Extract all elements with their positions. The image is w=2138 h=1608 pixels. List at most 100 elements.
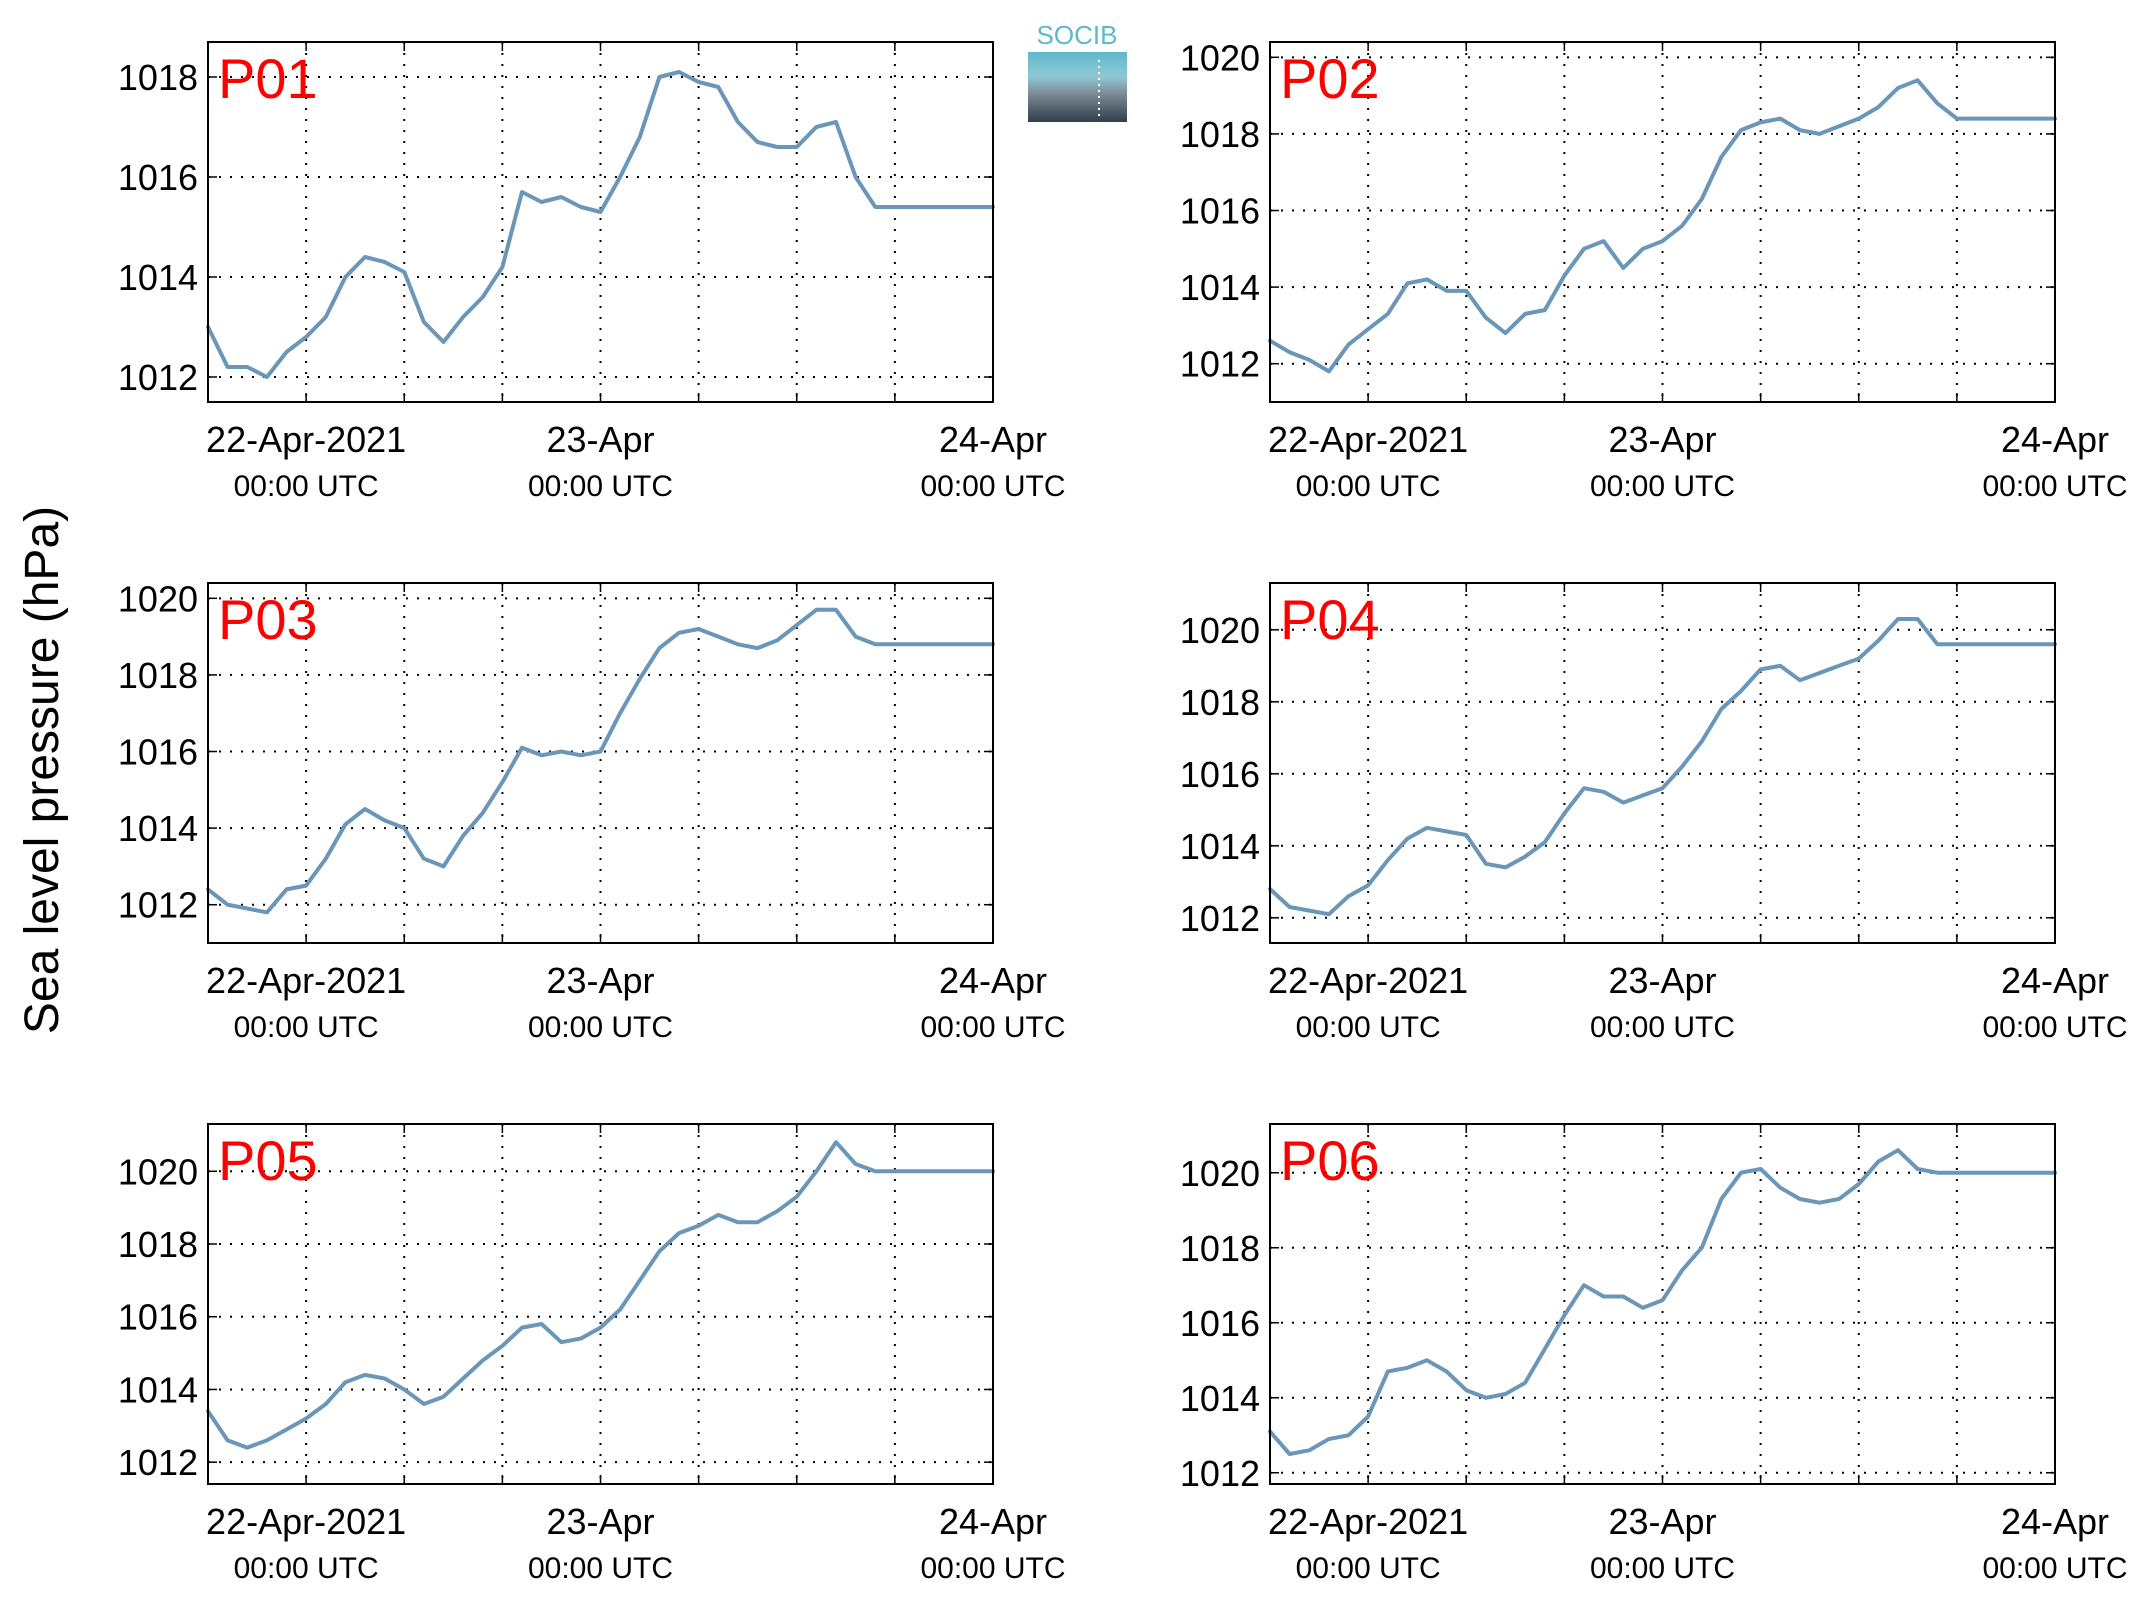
plot-frame [207, 582, 994, 944]
y-tick-label: 1020 [1180, 610, 1260, 651]
plot-area [208, 42, 993, 402]
plot-frame [207, 1123, 994, 1485]
series-line [1268, 78, 2057, 374]
y-tick-label: 1016 [1180, 1303, 1260, 1344]
x-tick-label-date: 22-Apr-2021 [1268, 419, 1468, 460]
y-tick-label: 1014 [1180, 1378, 1260, 1419]
x-tick-label-date: 24-Apr [939, 419, 1047, 460]
series-line [206, 1140, 995, 1450]
y-tick-label: 1018 [1180, 114, 1260, 155]
plot-area [208, 583, 993, 943]
x-tick-label-date: 22-Apr-2021 [1268, 1501, 1468, 1542]
panel-p02: 1012 1014 1016 1018 1020 P02 22-Apr-2021 00:00 … [1180, 37, 2128, 503]
y-tick-label: 1016 [118, 732, 198, 773]
x-tick-label-date: 22-Apr-2021 [1268, 960, 1468, 1001]
y-tick-label: 1016 [1180, 754, 1260, 795]
x-tick-label-time: 00:00 UTC [1982, 470, 2127, 503]
logo-text: SOCIB [1037, 20, 1118, 50]
x-tick-label-date: 24-Apr [939, 1501, 1047, 1542]
grid [1270, 42, 2055, 402]
y-tick-label: 1012 [118, 885, 198, 926]
x-tick-label-time: 00:00 UTC [234, 470, 379, 503]
y-tick-label: 1012 [1180, 344, 1260, 385]
y-tick-label: 1020 [118, 578, 198, 619]
x-tick-label-time: 00:00 UTC [528, 1011, 673, 1044]
plot-frame [207, 41, 994, 403]
y-tick-label: 1016 [1180, 191, 1260, 232]
y-tick-label: 1018 [118, 655, 198, 696]
x-tick-label-date: 23-Apr [546, 960, 654, 1001]
x-tick-label-time: 00:00 UTC [1982, 1011, 2127, 1044]
x-tick-label-time: 00:00 UTC [920, 470, 1065, 503]
x-tick-label-time: 00:00 UTC [1296, 1011, 1441, 1044]
x-tick-label-date: 23-Apr [546, 419, 654, 460]
y-axis-label: Sea level pressure (hPa) [16, 506, 69, 1034]
x-tick-label-date: 23-Apr [1608, 1501, 1716, 1542]
x-tick-label-date: 23-Apr [1608, 419, 1716, 460]
plot-area [1270, 1124, 2055, 1484]
grid [208, 42, 993, 402]
y-tick-label: 1018 [1180, 1228, 1260, 1269]
logo-block [1028, 52, 1127, 122]
y-tick-label: 1014 [1180, 267, 1260, 308]
grid [1270, 583, 2055, 943]
panel-p04: 1012 1014 1016 1018 1020 P04 22-Apr-2021 00:00 … [1180, 582, 2128, 1044]
y-tick-label: 1018 [1180, 682, 1260, 723]
panel-label: P01 [218, 47, 318, 110]
x-tick-label-date: 24-Apr [939, 960, 1047, 1001]
series-line [1268, 1148, 2057, 1456]
panel-label: P06 [1280, 1129, 1380, 1192]
y-tick-label: 1018 [118, 57, 198, 98]
panel-label: P04 [1280, 588, 1380, 651]
panel-p06: 1012 1014 1016 1018 1020 P06 22-Apr-2021 00:00 … [1180, 1123, 2128, 1585]
x-tick-label-time: 00:00 UTC [234, 1011, 379, 1044]
plot-frame [1269, 582, 2056, 944]
y-tick-label: 1016 [118, 1297, 198, 1338]
x-tick-label-time: 00:00 UTC [1296, 470, 1441, 503]
panels: 1012 1014 1016 1018 P01 22-Apr-2021 00:00 UTC 2… [118, 37, 2128, 1585]
y-tick-label: 1012 [118, 357, 198, 398]
y-tick-label: 1018 [118, 1224, 198, 1265]
x-tick-label-date: 22-Apr-2021 [206, 960, 406, 1001]
plot-area [208, 1124, 993, 1484]
x-tick-label-date: 24-Apr [2001, 419, 2109, 460]
plot-area [1270, 42, 2055, 402]
x-tick-label-time: 00:00 UTC [920, 1552, 1065, 1585]
x-tick-label-time: 00:00 UTC [920, 1011, 1065, 1044]
y-tick-label: 1014 [118, 1369, 198, 1410]
grid [1270, 1124, 2055, 1484]
x-tick-label-date: 22-Apr-2021 [206, 419, 406, 460]
series-line [1268, 617, 2057, 917]
panel-p05: 1012 1014 1016 1018 1020 P05 22-Apr-2021 00:00 … [118, 1123, 1066, 1585]
x-tick-label-time: 00:00 UTC [1590, 1552, 1735, 1585]
y-tick-label: 1012 [118, 1442, 198, 1483]
panel-p01: 1012 1014 1016 1018 P01 22-Apr-2021 00:00 UTC 2… [118, 41, 1066, 503]
plot-frame [1269, 41, 2056, 403]
x-tick-label-time: 00:00 UTC [1590, 470, 1735, 503]
x-tick-label-time: 00:00 UTC [1296, 1552, 1441, 1585]
socib-logo: SOCIB [1028, 20, 1127, 122]
y-tick-label: 1020 [1180, 37, 1260, 78]
plot-area [1270, 583, 2055, 943]
panel-label: P03 [218, 588, 318, 651]
grid [208, 583, 993, 943]
x-tick-label-time: 00:00 UTC [234, 1552, 379, 1585]
panel-label: P05 [218, 1129, 318, 1192]
y-tick-label: 1020 [118, 1151, 198, 1192]
y-tick-label: 1012 [1180, 1453, 1260, 1494]
x-tick-label-time: 00:00 UTC [528, 470, 673, 503]
y-tick-label: 1014 [118, 808, 198, 849]
x-tick-label-date: 22-Apr-2021 [206, 1501, 406, 1542]
panel-label: P02 [1280, 47, 1380, 110]
y-tick-label: 1014 [1180, 826, 1260, 867]
panel-p03: 1012 1014 1016 1018 1020 P03 22-Apr-2021 00:00 … [118, 578, 1066, 1044]
y-tick-label: 1020 [1180, 1153, 1260, 1194]
grid [208, 1124, 993, 1484]
x-tick-label-date: 24-Apr [2001, 1501, 2109, 1542]
y-tick-label: 1014 [118, 257, 198, 298]
plot-frame [1269, 1123, 2056, 1485]
x-tick-label-time: 00:00 UTC [1590, 1011, 1735, 1044]
x-tick-label-date: 23-Apr [1608, 960, 1716, 1001]
series-line [206, 70, 995, 379]
